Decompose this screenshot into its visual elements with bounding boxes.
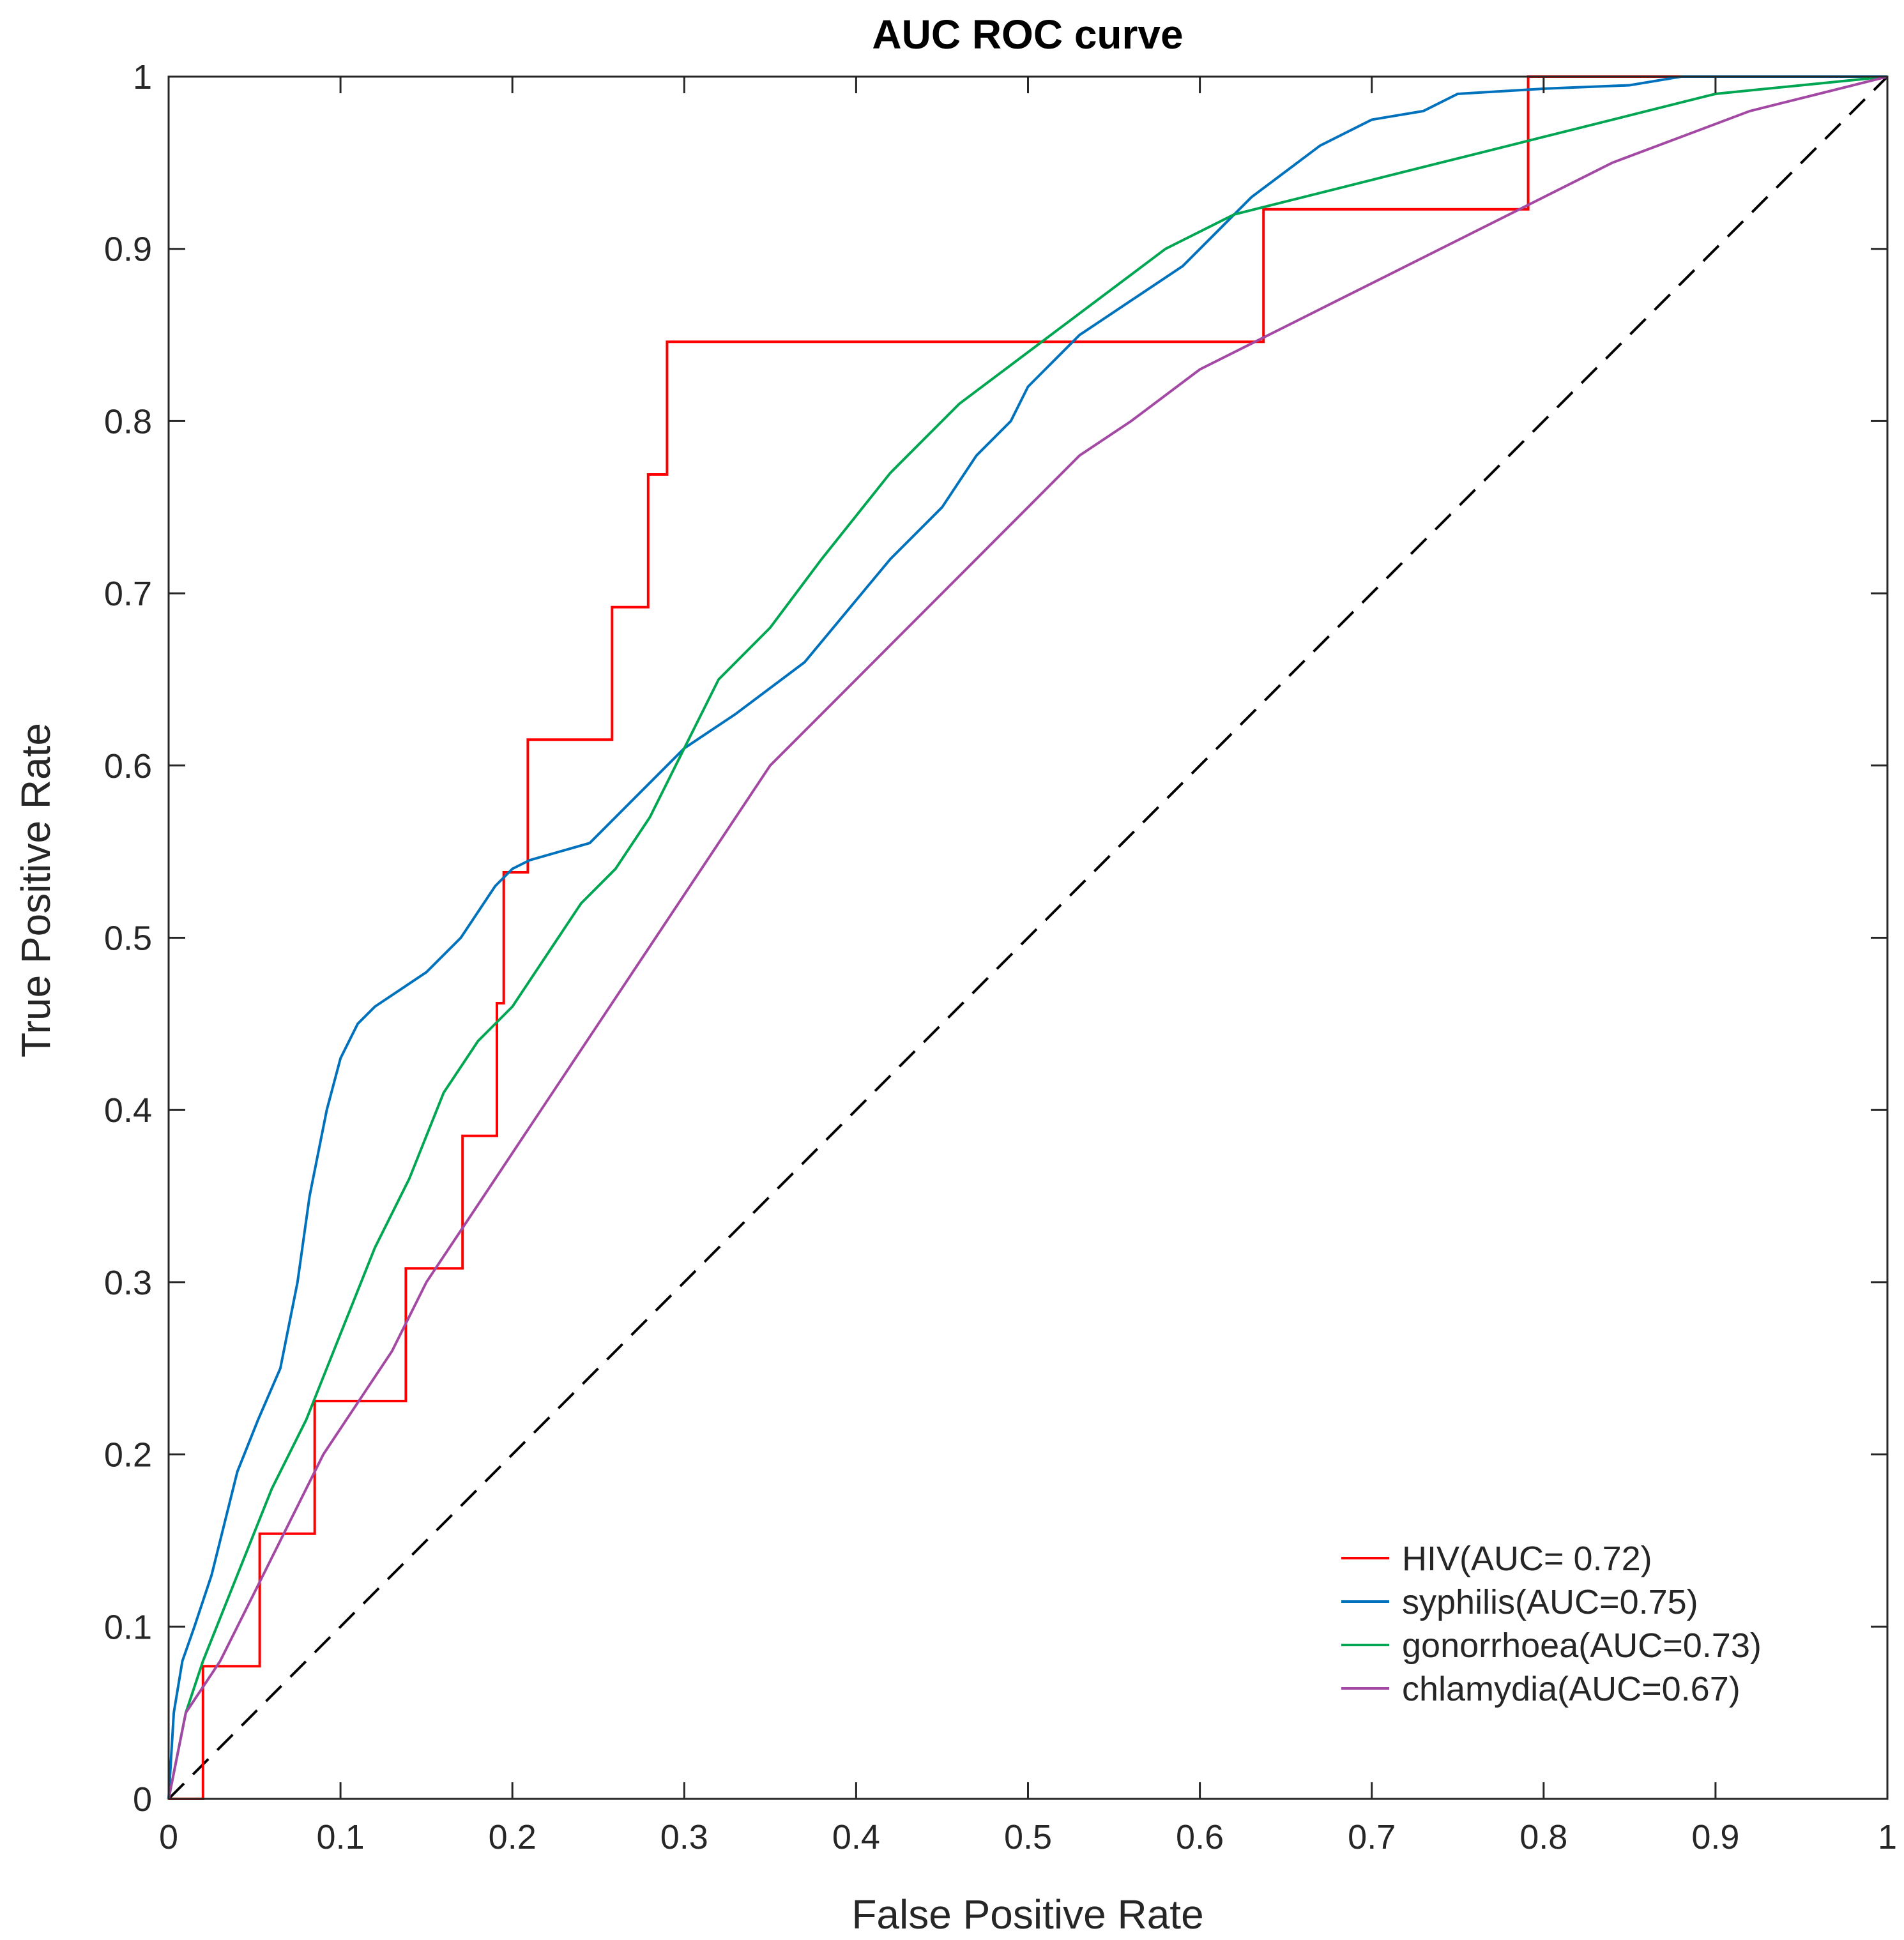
legend-label-3: gonorrhoea(AUC=0.73) [1402,1626,1762,1665]
x-tick-label: 0 [159,1818,178,1856]
y-tick-label: 1 [133,58,152,96]
x-tick-label: 0.4 [832,1818,880,1856]
x-axis-label: False Positive Rate [851,1891,1203,1937]
y-tick-label: 0.1 [104,1608,152,1646]
y-tick-label: 0.4 [104,1091,152,1130]
x-tick-label: 0.9 [1691,1818,1739,1856]
legend: HIV(AUC= 0.72) syphilis(AUC=0.75) gonorrho… [1341,1540,1762,1708]
legend-label-1: HIV(AUC= 0.72) [1402,1540,1652,1578]
x-tick-label: 0.8 [1519,1818,1567,1856]
y-tick-label: 0.7 [104,575,152,613]
x-tick-label: 0.3 [660,1818,708,1856]
chart-title: AUC ROC curve [872,11,1183,57]
y-tick-label: 0.9 [104,231,152,269]
x-tick-label: 0.1 [317,1818,365,1856]
series-line-4 [167,75,1888,1800]
series-line-1 [169,75,1887,1800]
legend-label-2: syphilis(AUC=0.75) [1402,1583,1698,1621]
x-tick-label: 0.7 [1348,1818,1396,1856]
y-axis-label: True Positive Rate [13,723,59,1057]
legend-label-4: chlamydia(AUC=0.67) [1402,1670,1740,1708]
plot-area [167,75,1889,1800]
y-tick-label: 0.2 [104,1436,152,1474]
series-line-3 [167,75,1888,1800]
x-tick-label: 1 [1878,1818,1897,1856]
y-tick-label: 0.3 [104,1264,152,1302]
y-tick-label: 0 [133,1780,152,1819]
axis-ticks: 0 0.1 0.2 0.3 0.4 0.5 0.6 0.7 0.8 0.9 1 0 0.1 0.2 0.3 0… [104,58,1897,1856]
y-tick-label: 0.5 [104,920,152,958]
y-tick-label: 0.6 [104,747,152,785]
x-tick-label: 0.6 [1176,1818,1224,1856]
y-tick-label: 0.8 [104,402,152,441]
chance-diagonal-line [167,75,1889,1800]
x-tick-label: 0.5 [1004,1818,1052,1856]
x-tick-label: 0.2 [489,1818,537,1856]
